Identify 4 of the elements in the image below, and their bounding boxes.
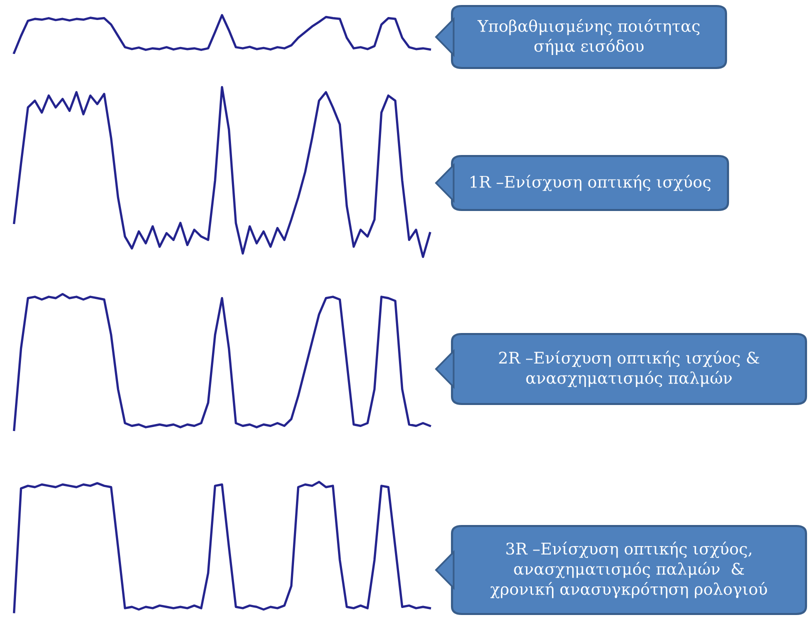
text: 2R –Ενίσχυση οπτικής ισχύος & ανασχηματισμός παλμών [499,350,760,388]
text: 3R –Ενίσχυση οπτικής ισχύος, ανασχηματισμός παλμών & χρονική ανασυγκρότηση ρολογιού [490,542,767,598]
text: 1R –Ενίσχυση οπτικής ισχύος [470,174,710,192]
text: Υποβαθμισμένης ποιότητας σήμα εισόδου [477,18,700,56]
